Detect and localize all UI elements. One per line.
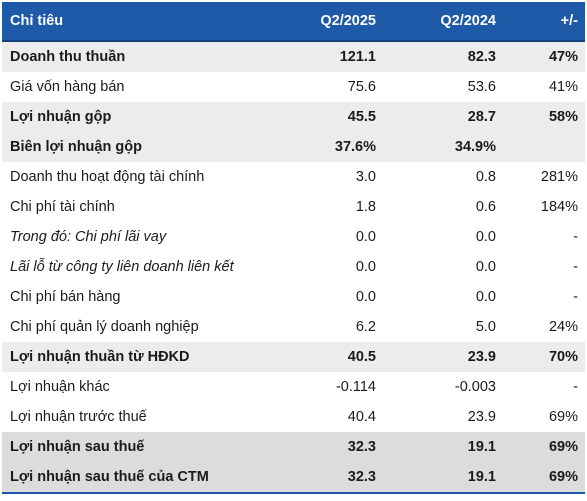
row-label: Doanh thu thuần: [10, 49, 126, 65]
row-value-q2-2024: 19.1: [467, 439, 496, 455]
header-change: +/-: [560, 13, 578, 29]
row-value-q2-2025: 6.2: [355, 319, 376, 335]
row-value-q2-2025: 0.0: [355, 259, 376, 275]
table-row: Chi phí tài chính 1.8 0.6 184%: [2, 192, 585, 222]
row-value-q2-2025: 45.5: [347, 109, 376, 125]
row-change: 58%: [548, 109, 578, 125]
row-value-q2-2025: 32.3: [347, 439, 376, 455]
row-label: Chi phí tài chính: [10, 199, 115, 215]
row-change: -: [573, 259, 578, 275]
row-value-q2-2025: 40.4: [347, 409, 376, 425]
row-label: Lợi nhuận khác: [10, 379, 110, 395]
table-row: Doanh thu thuần 121.1 82.3 47%: [2, 42, 585, 72]
row-label: Doanh thu hoạt động tài chính: [10, 169, 205, 185]
row-label: Biên lợi nhuận gộp: [10, 139, 142, 155]
table-row: Lãi lỗ từ công ty liên doanh liên kết 0.…: [2, 252, 585, 282]
row-label: Lợi nhuận thuần từ HĐKD: [10, 349, 190, 365]
row-value-q2-2024: 0.8: [475, 169, 496, 185]
row-label: Lãi lỗ từ công ty liên doanh liên kết: [10, 259, 234, 275]
row-change: 24%: [548, 319, 578, 335]
row-label: Lợi nhuận sau thuế: [10, 439, 145, 455]
row-change: 69%: [548, 439, 578, 455]
table-row: Trong đó: Chi phí lãi vay 0.0 0.0 -: [2, 222, 585, 252]
row-value-q2-2024: 0.0: [475, 289, 496, 305]
table-row: Lợi nhuận sau thuế 32.3 19.1 69%: [2, 432, 585, 462]
table-row: Lợi nhuận khác -0.114 -0.003 -: [2, 372, 585, 402]
row-change: 69%: [548, 409, 578, 425]
row-label: Lợi nhuận sau thuế của CTM: [10, 469, 209, 485]
row-value-q2-2025: 0.0: [355, 289, 376, 305]
row-change: -: [573, 379, 578, 395]
row-value-q2-2025: 32.3: [347, 469, 376, 485]
row-value-q2-2024: 28.7: [467, 109, 496, 125]
table-row: Lợi nhuận trước thuế 40.4 23.9 69%: [2, 402, 585, 432]
row-value-q2-2024: 23.9: [467, 349, 496, 365]
row-value-q2-2025: 37.6%: [334, 139, 376, 155]
table-row: Doanh thu hoạt động tài chính 3.0 0.8 28…: [2, 162, 585, 192]
row-value-q2-2025: 0.0: [355, 229, 376, 245]
row-change: 281%: [540, 169, 578, 185]
income-statement-table: Chỉ tiêu Q2/2025 Q2/2024 +/- Doanh thu t…: [2, 0, 585, 494]
row-label: Giá vốn hàng bán: [10, 79, 125, 95]
row-change: 184%: [540, 199, 578, 215]
table-row: Lợi nhuận sau thuế của CTM 32.3 19.1 69%: [2, 462, 585, 494]
row-change: 47%: [548, 49, 578, 65]
row-change: -: [573, 289, 578, 305]
row-value-q2-2025: 1.8: [355, 199, 376, 215]
row-value-q2-2025: 40.5: [347, 349, 376, 365]
header-q2-2025: Q2/2025: [320, 13, 376, 29]
row-value-q2-2024: 0.0: [475, 229, 496, 245]
row-value-q2-2025: 121.1: [339, 49, 376, 65]
row-value-q2-2024: 0.0: [475, 259, 496, 275]
row-label: Chi phí bán hàng: [10, 289, 121, 305]
row-label: Chi phí quản lý doanh nghiệp: [10, 319, 199, 335]
row-value-q2-2024: 0.6: [475, 199, 496, 215]
row-value-q2-2024: 5.0: [475, 319, 496, 335]
row-value-q2-2024: 23.9: [467, 409, 496, 425]
row-change: -: [573, 229, 578, 245]
table-row: Giá vốn hàng bán 75.6 53.6 41%: [2, 72, 585, 102]
row-change: 70%: [548, 349, 578, 365]
row-value-q2-2024: 19.1: [467, 469, 496, 485]
table-row: Lợi nhuận thuần từ HĐKD 40.5 23.9 70%: [2, 342, 585, 372]
row-value-q2-2024: 53.6: [467, 79, 496, 95]
table-row: Chi phí quản lý doanh nghiệp 6.2 5.0 24%: [2, 312, 585, 342]
header-q2-2024: Q2/2024: [440, 13, 496, 29]
table-row: Biên lợi nhuận gộp 37.6% 34.9%: [2, 132, 585, 162]
row-label: Lợi nhuận trước thuế: [10, 409, 147, 425]
row-label: Lợi nhuận gộp: [10, 109, 112, 125]
row-change: 41%: [548, 79, 578, 95]
row-value-q2-2025: 3.0: [355, 169, 376, 185]
row-value-q2-2024: 34.9%: [454, 139, 496, 155]
table-header: Chỉ tiêu Q2/2025 Q2/2024 +/-: [2, 2, 585, 42]
table-row: Chi phí bán hàng 0.0 0.0 -: [2, 282, 585, 312]
row-change: 69%: [548, 469, 578, 485]
table-row: Lợi nhuận gộp 45.5 28.7 58%: [2, 102, 585, 132]
header-indicator: Chỉ tiêu: [10, 13, 64, 29]
row-value-q2-2025: 75.6: [347, 79, 376, 95]
row-label: Trong đó: Chi phí lãi vay: [10, 229, 167, 245]
row-value-q2-2024: 82.3: [467, 49, 496, 65]
row-value-q2-2024: -0.003: [454, 379, 496, 395]
row-value-q2-2025: -0.114: [335, 379, 376, 395]
